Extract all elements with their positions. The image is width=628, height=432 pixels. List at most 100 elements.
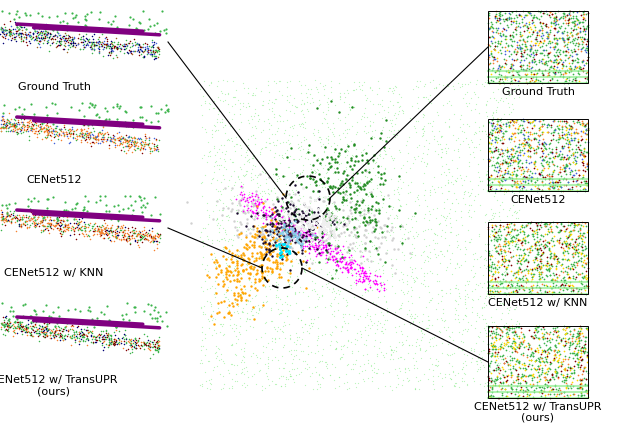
Point	[400, 235, 410, 242]
Point	[490, 278, 500, 285]
Point	[255, 223, 265, 230]
Point	[215, 222, 225, 229]
Point	[505, 91, 515, 98]
Point	[33, 39, 43, 46]
Point	[544, 365, 554, 372]
Point	[562, 31, 572, 38]
Point	[244, 260, 254, 267]
Point	[57, 230, 67, 237]
Point	[43, 38, 53, 44]
Point	[58, 227, 68, 234]
Point	[230, 299, 240, 305]
Point	[302, 216, 312, 223]
Point	[459, 129, 469, 136]
Point	[539, 121, 549, 128]
Point	[257, 225, 268, 232]
Point	[345, 162, 355, 169]
Point	[53, 221, 63, 228]
Point	[146, 47, 156, 54]
Point	[85, 135, 95, 142]
Point	[522, 139, 532, 146]
Point	[254, 276, 264, 283]
Point	[223, 101, 233, 108]
Point	[22, 121, 32, 128]
Point	[570, 62, 580, 69]
Point	[323, 183, 333, 190]
Point	[335, 116, 345, 123]
Point	[428, 385, 438, 392]
Point	[263, 268, 273, 275]
Point	[527, 284, 537, 291]
Point	[514, 255, 524, 262]
Point	[241, 266, 251, 273]
Point	[121, 137, 131, 144]
Point	[328, 209, 338, 216]
Point	[66, 39, 76, 46]
Point	[398, 288, 408, 295]
Point	[290, 230, 300, 237]
Point	[125, 38, 135, 44]
Point	[16, 213, 26, 220]
Point	[47, 130, 57, 137]
Point	[558, 372, 568, 379]
Point	[264, 251, 274, 257]
Point	[501, 235, 511, 242]
Point	[354, 189, 364, 196]
Point	[227, 325, 237, 332]
Point	[551, 18, 561, 25]
Point	[536, 148, 546, 155]
Point	[321, 247, 331, 254]
Point	[546, 360, 556, 367]
Point	[357, 211, 367, 218]
Point	[0, 34, 8, 41]
Point	[568, 36, 578, 43]
Point	[317, 283, 327, 290]
Point	[386, 345, 396, 352]
Point	[134, 42, 144, 49]
Point	[292, 172, 302, 178]
Point	[146, 232, 156, 239]
Point	[514, 165, 524, 172]
Point	[536, 259, 546, 266]
Point	[524, 289, 534, 296]
Point	[247, 155, 257, 162]
Point	[348, 143, 358, 150]
Point	[557, 35, 567, 41]
Point	[492, 129, 502, 136]
Point	[3, 322, 13, 329]
Point	[60, 35, 70, 42]
Point	[252, 210, 262, 216]
Point	[335, 145, 345, 152]
Point	[519, 332, 529, 339]
Point	[501, 337, 511, 343]
Point	[0, 120, 9, 127]
Point	[215, 350, 225, 357]
Point	[68, 226, 78, 233]
Point	[528, 175, 538, 182]
Point	[115, 40, 125, 47]
Point	[554, 126, 564, 133]
Point	[471, 317, 481, 324]
Point	[271, 326, 281, 333]
Point	[371, 277, 381, 284]
Point	[312, 224, 322, 231]
Point	[97, 229, 107, 236]
Point	[328, 286, 338, 292]
Point	[522, 32, 533, 39]
Point	[242, 146, 252, 153]
Point	[496, 116, 506, 123]
Point	[247, 215, 257, 222]
Point	[86, 339, 96, 346]
Point	[85, 227, 95, 234]
Point	[553, 68, 563, 75]
Point	[470, 324, 480, 331]
Point	[558, 374, 568, 381]
Point	[238, 251, 248, 258]
Point	[205, 386, 215, 393]
Point	[261, 211, 271, 218]
Point	[547, 39, 557, 46]
Point	[346, 264, 356, 270]
Point	[493, 179, 503, 186]
Point	[317, 119, 327, 126]
Point	[493, 178, 503, 185]
